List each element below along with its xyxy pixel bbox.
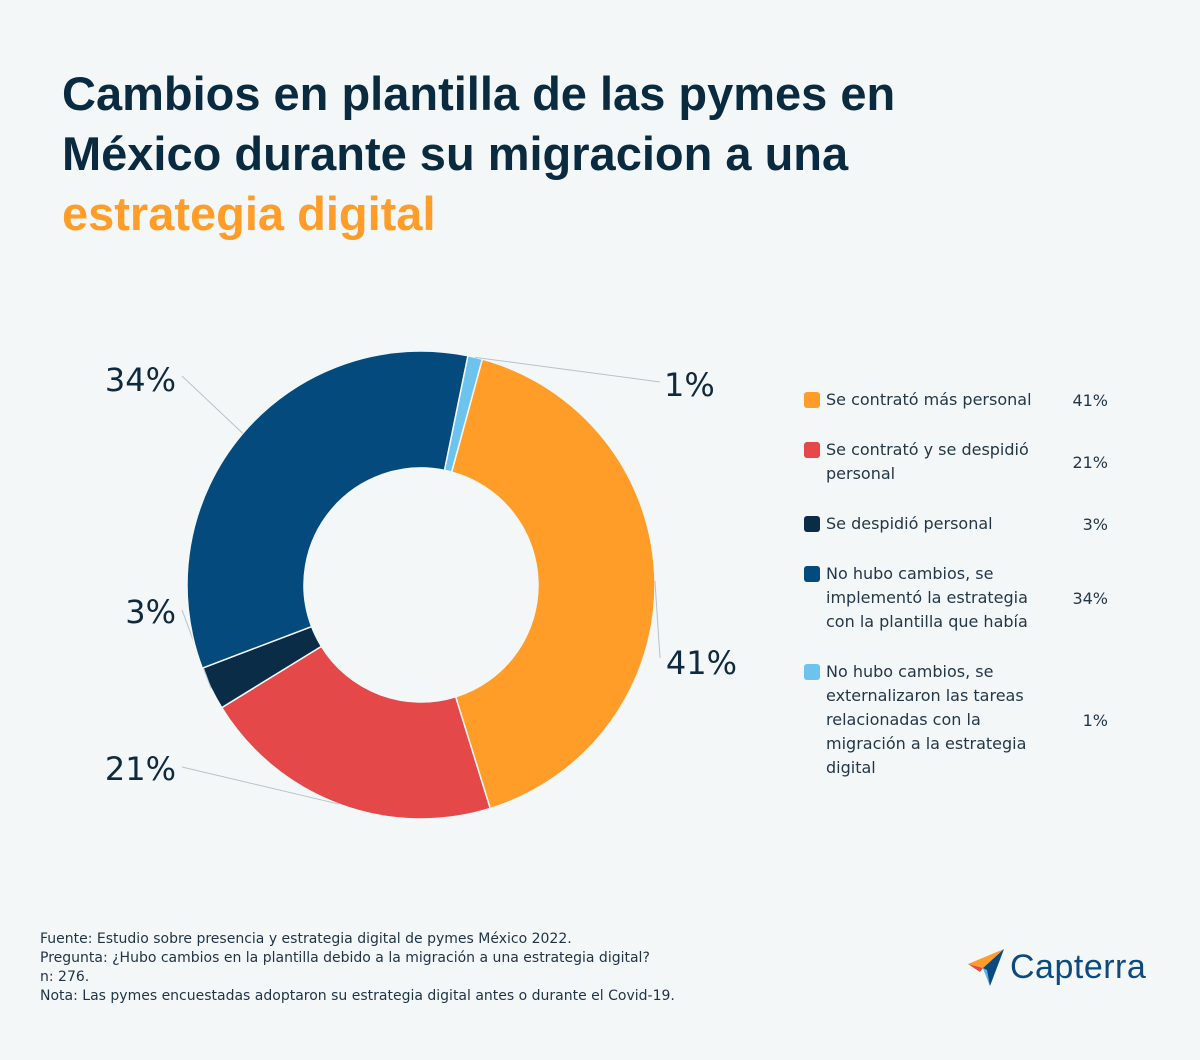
- data-label: 21%: [105, 750, 176, 788]
- legend-label: No hubo cambios, se externalizaron las t…: [826, 662, 1027, 777]
- legend-label: Se contrató más personal: [826, 390, 1032, 409]
- slice-sin-cambios-externalizaron: [443, 354, 484, 474]
- legend-swatch-light-blue: [804, 664, 820, 680]
- legend-item-despidio: Se despidió personal 3%: [804, 512, 1108, 536]
- leader-line: [475, 356, 661, 383]
- title-main: Cambios en plantilla de las pymes en Méx…: [62, 67, 896, 180]
- legend-percent: 1%: [1082, 710, 1108, 730]
- title-accent: estrategia digital: [62, 187, 436, 240]
- legend-item-sin-cambios-plantilla: No hubo cambios, se implementó la estrat…: [804, 562, 1108, 634]
- legend-swatch-red: [804, 442, 820, 458]
- legend-percent: 3%: [1082, 514, 1108, 534]
- capterra-arrow-icon: [968, 949, 1004, 986]
- capterra-logo: Capterra: [966, 946, 1146, 988]
- logo-text: Capterra: [1010, 947, 1147, 986]
- legend-label: No hubo cambios, se implementó la estrat…: [826, 564, 1028, 631]
- data-label: 34%: [105, 361, 176, 399]
- legend-swatch-blue: [804, 566, 820, 582]
- slice-sin-cambios-plantilla: [186, 350, 469, 670]
- leader-line: [654, 580, 661, 659]
- chart-title: Cambios en plantilla de las pymes en Méx…: [62, 64, 1062, 244]
- leader-line: [181, 766, 339, 805]
- legend-label: Se contrató y se despidió personal: [826, 440, 1029, 483]
- legend-swatch-orange: [804, 392, 820, 408]
- legend-label: Se despidió personal: [826, 514, 993, 533]
- slice-contrato-mas: [450, 358, 656, 810]
- slice-contrato-despidio: [220, 645, 492, 820]
- legend-item-contrato-despidio: Se contrató y se despidió personal 21%: [804, 438, 1108, 486]
- data-label: 1%: [664, 366, 715, 404]
- legend-percent: 34%: [1072, 588, 1108, 608]
- data-label: 3%: [125, 593, 176, 631]
- footer-sample-size: n: 276.: [40, 969, 90, 985]
- legend-percent: 21%: [1072, 452, 1108, 472]
- legend-swatch-dark-navy: [804, 516, 820, 532]
- footer-note: Nota: Las pymes encuestadas adoptaron su…: [40, 988, 675, 1004]
- footer-source: Fuente: Estudio sobre presencia y estrat…: [40, 931, 572, 947]
- legend-item-sin-cambios-externalizaron: No hubo cambios, se externalizaron las t…: [804, 660, 1108, 780]
- chart-legend: Se contrató más personal 41% Se contrató…: [804, 388, 1108, 806]
- data-label: 41%: [666, 644, 737, 682]
- footer-notes: Fuente: Estudio sobre presencia y estrat…: [40, 930, 860, 1006]
- legend-item-contrato-mas: Se contrató más personal 41%: [804, 388, 1108, 412]
- legend-percent: 41%: [1072, 390, 1108, 410]
- footer-question: Pregunta: ¿Hubo cambios en la plantilla …: [40, 950, 650, 966]
- leader-line: [181, 375, 244, 434]
